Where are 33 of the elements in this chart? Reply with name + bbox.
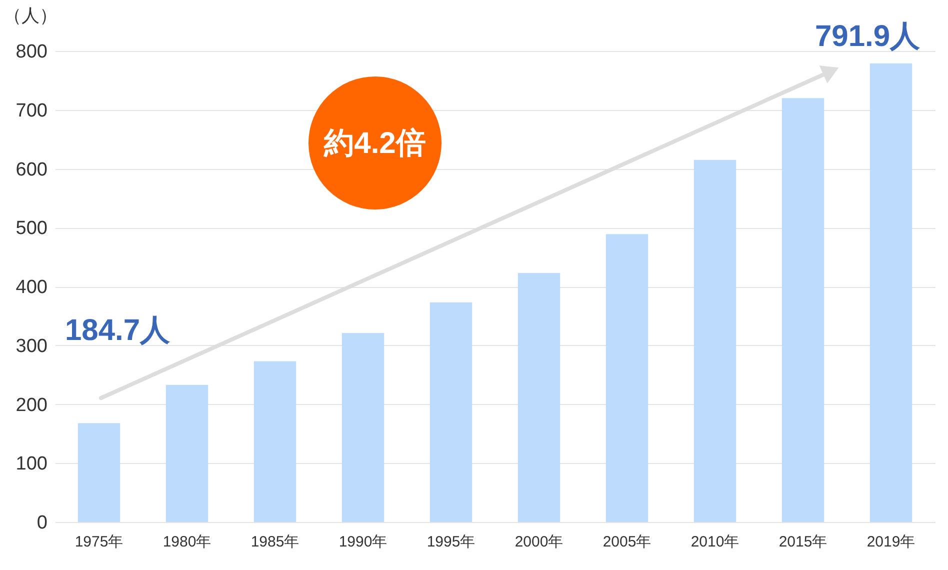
bar (430, 302, 472, 522)
annotation: 約4.2倍 (323, 127, 426, 160)
x-tick-label: 2015年 (778, 534, 828, 550)
annotation: 184.7人 (65, 314, 172, 347)
annotation: 791.9人 (815, 20, 922, 53)
bar (694, 160, 736, 522)
y-tick-label: 0 (36, 512, 48, 534)
bar (782, 98, 824, 522)
y-tick-label: 100 (16, 454, 48, 475)
x-tick-label: 1985年 (250, 534, 300, 550)
bar (342, 333, 384, 522)
x-tick-label: 2010年 (690, 534, 740, 550)
x-tick-label: 2019年 (866, 534, 916, 550)
bar (870, 63, 912, 522)
y-tick-label: 300 (16, 336, 48, 357)
y-tick-label: 500 (16, 218, 48, 240)
x-tick-label: 1975年 (74, 534, 124, 550)
bar (166, 384, 208, 522)
x-tick-label: 2005年 (602, 534, 652, 550)
y-tick-label: 600 (16, 159, 48, 180)
y-tick-label: 200 (16, 394, 48, 416)
bar (78, 423, 120, 522)
x-tick-label: 1980年 (162, 534, 212, 550)
bar (518, 272, 560, 522)
bar (606, 234, 648, 522)
y-tick-label: 800 (16, 42, 48, 62)
bar (254, 361, 296, 522)
y-axis-title: （人） (4, 6, 58, 26)
y-tick-label: 400 (16, 277, 48, 298)
x-tick-label: 2000年 (514, 534, 564, 550)
x-tick-label: 1995年 (426, 534, 476, 550)
x-tick-label: 1990年 (338, 534, 388, 550)
y-tick-label: 700 (16, 100, 48, 122)
